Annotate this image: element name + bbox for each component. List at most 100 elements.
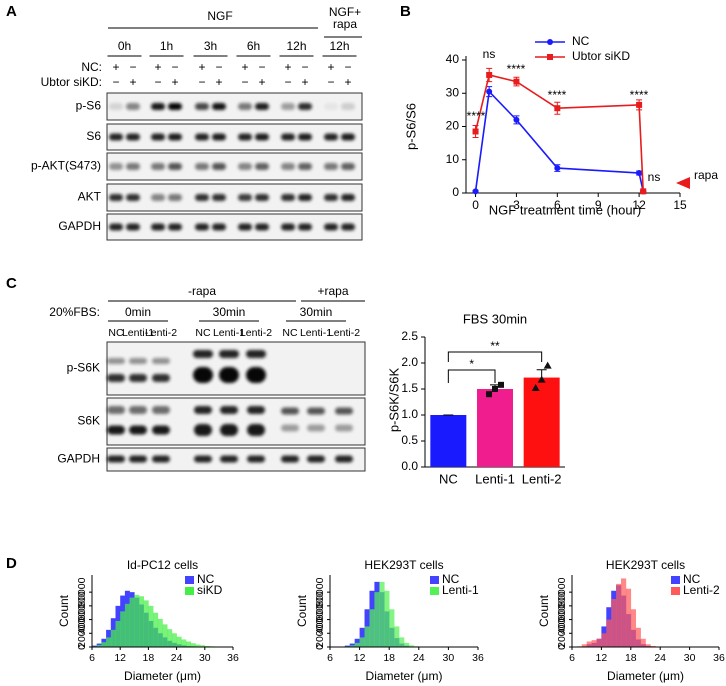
blot-band [281, 455, 299, 463]
lane-label: Lenti-2 [240, 327, 272, 339]
legend-label: Ubtor siKD [572, 49, 630, 63]
sign: − [241, 75, 248, 89]
y-tick-label: 60000 [76, 591, 88, 620]
sign: + [215, 75, 222, 89]
lane-label: Lenti-1 [213, 327, 245, 339]
x-tick-label: 6 [554, 198, 561, 212]
x-tick-label: 12 [632, 198, 646, 212]
legend-label: Lenti-2 [683, 583, 720, 597]
point [486, 88, 493, 95]
y-tick-label: 2.5 [401, 329, 418, 343]
histogram-bar [369, 609, 375, 647]
histogram-bar [96, 644, 102, 647]
legend-swatch [430, 587, 439, 595]
blot-band [126, 163, 140, 170]
x-tick-label: 24 [654, 652, 666, 664]
blot-band [341, 223, 355, 231]
sign: − [112, 75, 119, 89]
blot-band [255, 223, 269, 231]
y-tick-label: 0 [76, 644, 88, 650]
blot-band [341, 133, 355, 141]
histogram-bar [186, 641, 191, 647]
point [636, 170, 643, 177]
histogram-bar [204, 645, 210, 647]
blot-band [168, 223, 182, 231]
y-tick-label: 40000 [76, 605, 88, 634]
point [486, 71, 493, 78]
histogram-bar [591, 640, 597, 647]
arrow [676, 177, 690, 189]
annotation: **** [548, 88, 567, 102]
x-tick-label: 12 [596, 652, 608, 664]
blot-band [195, 133, 209, 141]
y-tick-label: 20000 [76, 619, 88, 648]
histogram-bar [195, 644, 201, 647]
bar [477, 389, 513, 467]
blot-band [212, 103, 226, 110]
blot-band [195, 194, 209, 201]
blot-band [335, 424, 353, 432]
blot-band [152, 425, 170, 435]
histogram-bar [616, 583, 622, 647]
blot-band [109, 163, 123, 170]
blot-strip [106, 152, 363, 181]
histogram-bar [181, 639, 187, 647]
y-tick-label: 2.0 [401, 355, 418, 369]
x-tick-label: 36 [472, 652, 484, 664]
sign: + [154, 60, 161, 74]
histogram-bar [586, 641, 592, 647]
sign: − [301, 60, 308, 74]
panel-label: C [6, 275, 17, 292]
y-tick-label: 1.0 [401, 407, 418, 421]
blot-band [194, 455, 212, 463]
x-tick-label: 15 [673, 198, 687, 212]
legend-label: siKD [197, 583, 223, 597]
blot-band [238, 133, 252, 141]
sign: − [284, 75, 291, 89]
blot-band [341, 194, 355, 201]
blot-band [107, 406, 125, 414]
legend-swatch [185, 587, 194, 595]
blot-band [324, 223, 338, 231]
blot-band [126, 223, 140, 231]
sign: + [241, 60, 248, 74]
blot-band [307, 424, 325, 432]
y-tick-label: 20 [446, 119, 460, 133]
blot-band [220, 406, 238, 414]
blot-band [152, 358, 170, 364]
blot-band [246, 350, 266, 358]
legend-label: NC [197, 572, 215, 586]
legend-swatch [671, 587, 680, 595]
blot-band [107, 374, 125, 382]
time-label: 6h [247, 39, 260, 53]
blot-band [129, 358, 147, 364]
sign: + [344, 75, 351, 89]
x-tick-label: 30 [443, 652, 455, 664]
histogram-bar [176, 636, 182, 647]
x-tick-label: 12 [354, 652, 366, 664]
point [513, 78, 520, 85]
blot-band [195, 163, 209, 170]
histogram-bar [157, 618, 163, 647]
blot-band [168, 163, 182, 170]
y-tick-label: 40 [446, 52, 460, 66]
blot-band [126, 133, 140, 141]
x-tick-label: 18 [143, 652, 155, 664]
legend-label: NC [572, 34, 590, 48]
blot-band [335, 407, 353, 415]
y-tick-label: 40000 [556, 605, 568, 634]
blot-band [129, 425, 147, 435]
point [554, 105, 561, 112]
blot-label: p-S6 [76, 99, 102, 113]
sign: + [301, 75, 308, 89]
histogram-bar [601, 633, 607, 647]
blot-band [298, 223, 312, 231]
histogram-bar [359, 637, 365, 647]
blot-band [281, 163, 295, 170]
histogram-bar [120, 611, 126, 647]
histogram-bar [101, 642, 107, 647]
x-tick-label: 36 [227, 652, 239, 664]
histogram-bar [621, 578, 627, 647]
y-tick-label: 20000 [556, 619, 568, 648]
